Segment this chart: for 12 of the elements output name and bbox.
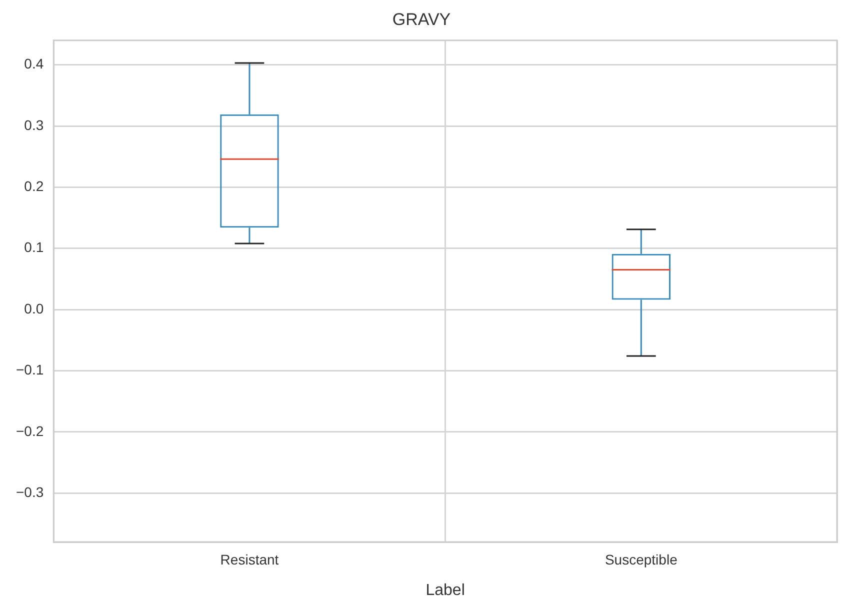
x-tick-label: Susceptible bbox=[604, 551, 678, 568]
y-tick-label: 0.2 bbox=[24, 178, 44, 194]
x-tick-label: Resistant bbox=[220, 551, 279, 568]
y-tick-label: 0.4 bbox=[24, 56, 44, 72]
x-axis-title: Label bbox=[426, 582, 465, 599]
y-tick-label: −0.2 bbox=[16, 422, 44, 439]
y-tick-label: −0.1 bbox=[16, 362, 44, 378]
y-tick-label: −0.3 bbox=[16, 484, 44, 500]
y-tick-label: 0.0 bbox=[24, 300, 44, 316]
y-tick-label: 0.1 bbox=[24, 239, 44, 256]
chart-title: GRAVY bbox=[392, 10, 451, 29]
y-tick-label: 0.3 bbox=[24, 116, 44, 133]
